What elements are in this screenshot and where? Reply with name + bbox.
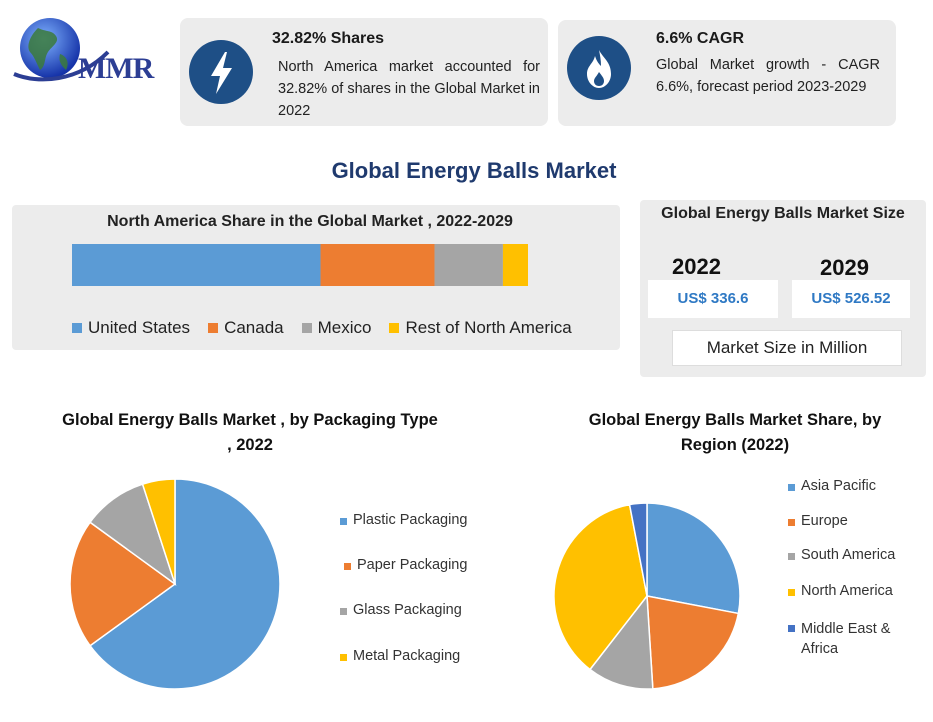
legend-item: North America (788, 583, 893, 599)
pie-slice (553, 503, 648, 671)
bar-segment (72, 244, 321, 286)
na-chart-title: North America Share in the Global Market… (107, 213, 513, 230)
mmr-logo (8, 12, 168, 92)
year-label: 2029 (820, 255, 869, 280)
legend-item: Glass Packaging (340, 602, 462, 618)
legend-item: Middle East & Africa (788, 619, 898, 659)
na-stacked-bar (72, 244, 528, 286)
region-pie (553, 502, 741, 690)
market-size-unit: Market Size in Million (672, 330, 902, 366)
pie-slice (588, 593, 654, 690)
bar-segment (320, 244, 435, 286)
stat-title: 32.82% Shares (272, 30, 385, 47)
legend-item: Europe (788, 513, 848, 529)
market-value: US$ 526.52 (792, 280, 910, 318)
lightning-icon (189, 40, 253, 104)
logo-text: MMR (78, 52, 154, 85)
legend-item: Plastic Packaging (340, 512, 467, 528)
stat-text: North America market accounted for 32.82… (278, 59, 540, 119)
region-chart-title: Global Energy Balls Market Share, by Reg… (588, 411, 882, 454)
pie-slice (646, 595, 740, 690)
packaging-pie (69, 478, 281, 690)
legend-item: Paper Packaging (344, 557, 467, 573)
pie-slice (69, 521, 177, 647)
stat-card-share: 32.82% Shares North America market accou… (180, 18, 548, 126)
market-size-title: Global Energy Balls Market Size (661, 205, 905, 222)
legend-item: United States (72, 318, 190, 338)
bar-segment (434, 244, 503, 286)
packaging-chart-title: Global Energy Balls Market , by Packagin… (62, 411, 438, 454)
page-title: Global Energy Balls Market (331, 158, 617, 183)
pie-slice (89, 478, 281, 690)
flame-icon (567, 36, 631, 100)
na-legend: United States Canada Mexico Rest of Nort… (72, 318, 572, 338)
bar-segment (502, 244, 528, 286)
year-label: 2022 (672, 254, 721, 279)
pie-slice (646, 502, 741, 615)
legend-item: Rest of North America (389, 318, 572, 338)
globe-icon (13, 18, 110, 82)
stat-text: Global Market growth - CAGR 6.6%, foreca… (656, 57, 880, 95)
legend-item: Asia Pacific (788, 478, 876, 494)
stat-card-cagr: 6.6% CAGR Global Market growth - CAGR 6.… (558, 20, 896, 126)
legend-item: Metal Packaging (340, 648, 460, 664)
stat-title: 6.6% CAGR (656, 30, 745, 47)
market-value: US$ 336.6 (648, 280, 778, 318)
legend-item: South America (788, 547, 895, 563)
pie-slice (628, 502, 648, 597)
pie-slice (141, 478, 176, 585)
legend-item: Mexico (301, 318, 371, 338)
legend-item: Canada (208, 318, 284, 338)
